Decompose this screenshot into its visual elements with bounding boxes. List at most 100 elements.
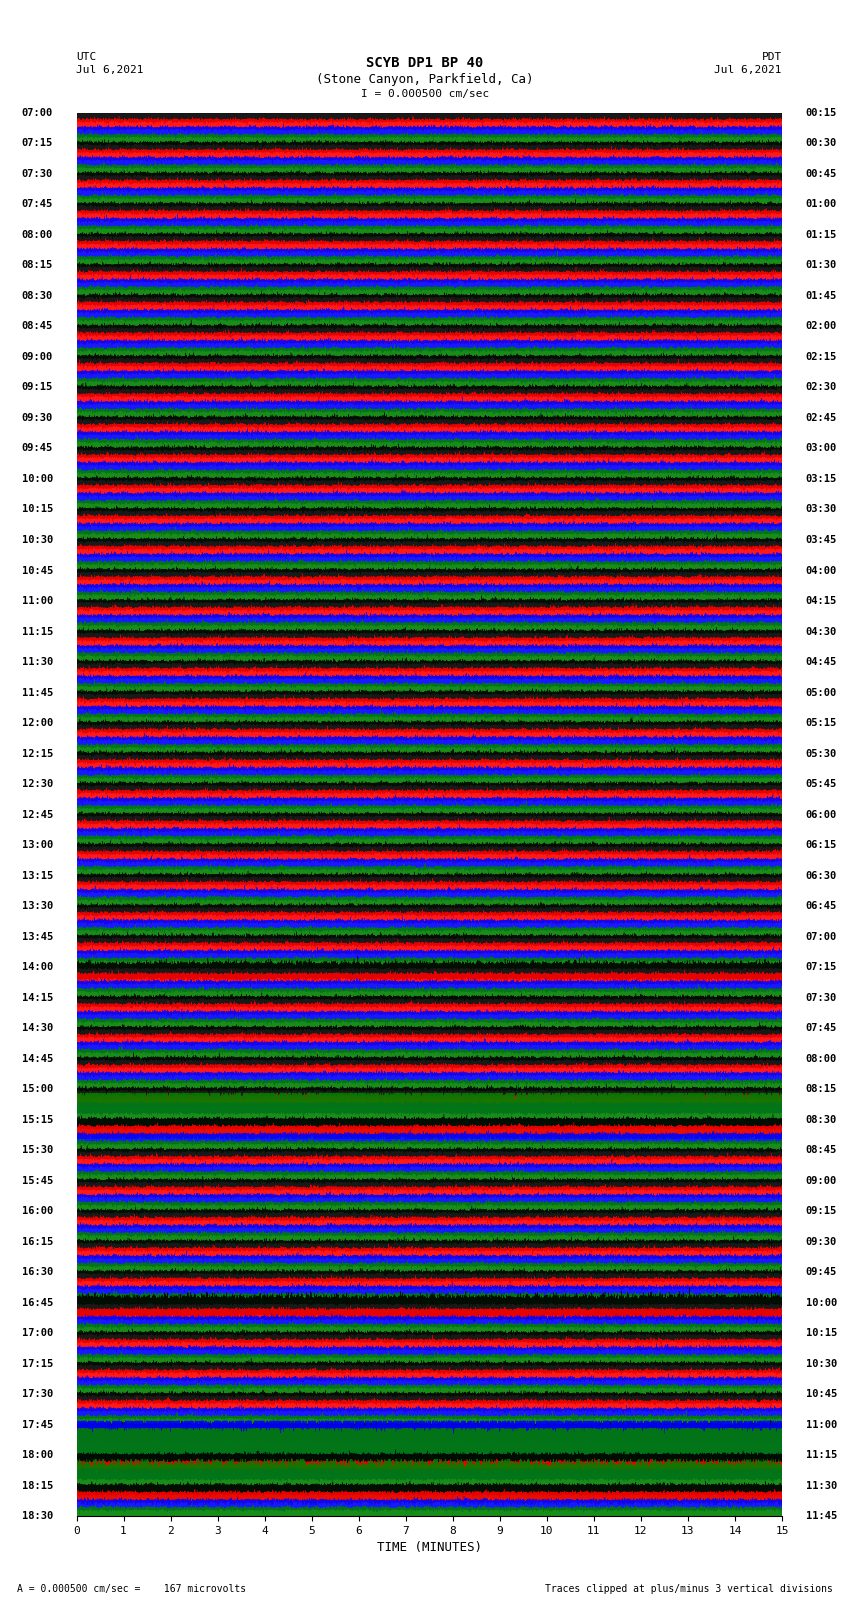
Text: 13:00: 13:00 [22, 840, 53, 850]
Text: Jul 6,2021: Jul 6,2021 [715, 65, 782, 74]
Text: 14:45: 14:45 [22, 1053, 53, 1063]
Text: 11:15: 11:15 [22, 626, 53, 637]
Text: 16:30: 16:30 [22, 1268, 53, 1277]
Text: 10:00: 10:00 [806, 1298, 836, 1308]
Text: 03:15: 03:15 [806, 474, 836, 484]
Text: 05:15: 05:15 [806, 718, 836, 727]
Text: 13:30: 13:30 [22, 902, 53, 911]
Text: 01:00: 01:00 [806, 200, 836, 210]
Text: 00:15: 00:15 [806, 108, 836, 118]
Text: 11:30: 11:30 [806, 1481, 836, 1490]
Text: 05:30: 05:30 [806, 748, 836, 758]
Text: 00:45: 00:45 [806, 169, 836, 179]
Text: 04:00: 04:00 [806, 566, 836, 576]
Text: 01:30: 01:30 [806, 260, 836, 271]
Text: 11:00: 11:00 [22, 597, 53, 606]
Text: 08:45: 08:45 [806, 1145, 836, 1155]
Text: 15:00: 15:00 [22, 1084, 53, 1094]
Text: 18:00: 18:00 [22, 1450, 53, 1460]
Text: 07:00: 07:00 [806, 932, 836, 942]
Text: 08:30: 08:30 [806, 1115, 836, 1124]
Text: 13:45: 13:45 [22, 932, 53, 942]
Text: 10:45: 10:45 [22, 566, 53, 576]
Text: 03:45: 03:45 [806, 536, 836, 545]
Text: 12:45: 12:45 [22, 810, 53, 819]
Text: 11:00: 11:00 [806, 1419, 836, 1429]
Text: 07:15: 07:15 [806, 961, 836, 973]
Text: 02:00: 02:00 [806, 321, 836, 331]
Text: I = 0.000500 cm/sec: I = 0.000500 cm/sec [361, 89, 489, 98]
Text: 15:15: 15:15 [22, 1115, 53, 1124]
Text: 18:30: 18:30 [22, 1511, 53, 1521]
Text: 11:45: 11:45 [806, 1511, 836, 1521]
Text: 05:00: 05:00 [806, 687, 836, 697]
Text: 12:30: 12:30 [22, 779, 53, 789]
Text: 16:45: 16:45 [22, 1298, 53, 1308]
Text: 09:30: 09:30 [22, 413, 53, 423]
Text: 09:45: 09:45 [806, 1268, 836, 1277]
X-axis label: TIME (MINUTES): TIME (MINUTES) [377, 1542, 482, 1555]
Text: 07:45: 07:45 [806, 1023, 836, 1032]
Text: 14:30: 14:30 [22, 1023, 53, 1032]
Text: 02:30: 02:30 [806, 382, 836, 392]
Text: 01:15: 01:15 [806, 231, 836, 240]
Text: Jul 6,2021: Jul 6,2021 [76, 65, 144, 74]
Text: 05:45: 05:45 [806, 779, 836, 789]
Text: 17:15: 17:15 [22, 1358, 53, 1369]
Text: 08:45: 08:45 [22, 321, 53, 331]
Text: 00:30: 00:30 [806, 139, 836, 148]
Text: 10:30: 10:30 [22, 536, 53, 545]
Text: 11:45: 11:45 [22, 687, 53, 697]
Text: 07:00: 07:00 [22, 108, 53, 118]
Text: 04:45: 04:45 [806, 656, 836, 668]
Text: 10:15: 10:15 [806, 1327, 836, 1339]
Text: 09:15: 09:15 [22, 382, 53, 392]
Text: 02:45: 02:45 [806, 413, 836, 423]
Text: 03:30: 03:30 [806, 505, 836, 515]
Text: 11:30: 11:30 [22, 656, 53, 668]
Text: 09:45: 09:45 [22, 444, 53, 453]
Text: 09:30: 09:30 [806, 1237, 836, 1247]
Text: 09:00: 09:00 [806, 1176, 836, 1186]
Text: 07:30: 07:30 [806, 992, 836, 1003]
Text: 09:15: 09:15 [806, 1207, 836, 1216]
Text: 08:15: 08:15 [806, 1084, 836, 1094]
Text: 10:00: 10:00 [22, 474, 53, 484]
Text: 12:15: 12:15 [22, 748, 53, 758]
Text: 10:15: 10:15 [22, 505, 53, 515]
Text: 11:15: 11:15 [806, 1450, 836, 1460]
Text: 17:00: 17:00 [22, 1327, 53, 1339]
Text: 17:30: 17:30 [22, 1389, 53, 1398]
Text: 06:30: 06:30 [806, 871, 836, 881]
Text: 06:45: 06:45 [806, 902, 836, 911]
Text: 15:45: 15:45 [22, 1176, 53, 1186]
Text: 17:45: 17:45 [22, 1419, 53, 1429]
Text: 13:15: 13:15 [22, 871, 53, 881]
Text: 07:30: 07:30 [22, 169, 53, 179]
Text: 15:30: 15:30 [22, 1145, 53, 1155]
Text: Α = 0.000500 cm/sec =    167 microvolts: Α = 0.000500 cm/sec = 167 microvolts [17, 1584, 246, 1594]
Text: 14:00: 14:00 [22, 961, 53, 973]
Text: (Stone Canyon, Parkfield, Ca): (Stone Canyon, Parkfield, Ca) [316, 73, 534, 85]
Text: 16:15: 16:15 [22, 1237, 53, 1247]
Text: 12:00: 12:00 [22, 718, 53, 727]
Text: 09:00: 09:00 [22, 352, 53, 361]
Text: 04:30: 04:30 [806, 626, 836, 637]
Text: 07:15: 07:15 [22, 139, 53, 148]
Text: Traces clipped at plus/minus 3 vertical divisions: Traces clipped at plus/minus 3 vertical … [545, 1584, 833, 1594]
Text: 08:00: 08:00 [22, 231, 53, 240]
Text: 04:15: 04:15 [806, 597, 836, 606]
Text: 10:45: 10:45 [806, 1389, 836, 1398]
Text: 02:15: 02:15 [806, 352, 836, 361]
Text: 14:15: 14:15 [22, 992, 53, 1003]
Text: 07:45: 07:45 [22, 200, 53, 210]
Text: 16:00: 16:00 [22, 1207, 53, 1216]
Text: 10:30: 10:30 [806, 1358, 836, 1369]
Text: 01:45: 01:45 [806, 290, 836, 302]
Text: 18:15: 18:15 [22, 1481, 53, 1490]
Text: SCYB DP1 BP 40: SCYB DP1 BP 40 [366, 56, 484, 71]
Text: 03:00: 03:00 [806, 444, 836, 453]
Text: PDT: PDT [762, 52, 782, 61]
Text: 08:00: 08:00 [806, 1053, 836, 1063]
Text: 06:15: 06:15 [806, 840, 836, 850]
